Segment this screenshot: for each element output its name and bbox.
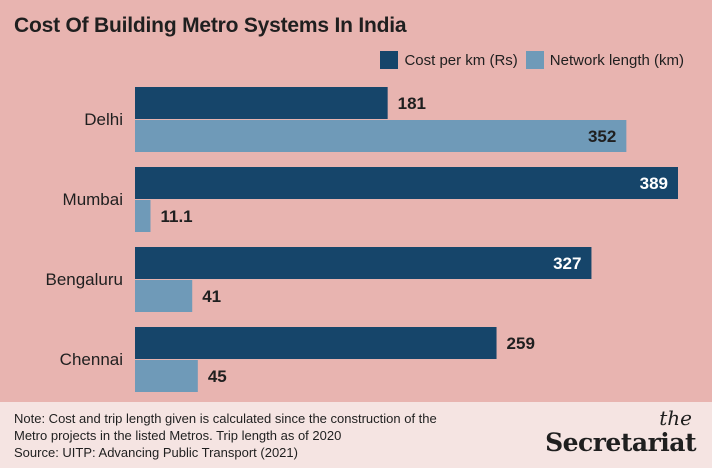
category-label-mumbai: Mumbai (63, 190, 123, 209)
footnote-line: Note: Cost and trip length given is calc… (14, 411, 437, 426)
bar-bengaluru-cost (135, 247, 592, 279)
bar-mumbai-network (135, 200, 151, 232)
data-label-bengaluru-cost: 327 (553, 254, 581, 273)
footnote: Note: Cost and trip length given is calc… (14, 410, 544, 461)
data-label-chennai-network: 45 (208, 367, 227, 386)
brand-logo-the: the (659, 406, 692, 430)
legend-swatch-cost (380, 51, 399, 69)
category-label-delhi: Delhi (84, 110, 123, 129)
bar-bengaluru-network (135, 280, 193, 312)
legend-item-network: Network length (km) (525, 51, 684, 69)
bar-delhi-cost (135, 87, 388, 119)
legend-item-cost: Cost per km (Rs) (380, 51, 518, 69)
bar-chennai-network (135, 360, 198, 392)
data-label-delhi-network: 352 (588, 127, 616, 146)
legend-label-network: Network length (km) (549, 51, 684, 69)
bar-chennai-cost (135, 327, 497, 359)
legend-label-cost: Cost per km (Rs) (404, 51, 518, 69)
data-label-mumbai-network: 11.1 (160, 207, 192, 226)
bar-chart: Delhi 181 352 Mumbai 389 11.1 Bengaluru 327 41 Ch… (45, 87, 678, 392)
category-label-bengaluru: Bengaluru (45, 270, 123, 289)
bar-mumbai-cost (135, 167, 678, 199)
data-label-mumbai-cost: 389 (640, 174, 668, 193)
brand-logo: the Secretariat (545, 408, 696, 458)
brand-logo-name: Secretariat (545, 428, 696, 457)
category-label-chennai: Chennai (60, 350, 123, 369)
footer: Note: Cost and trip length given is calc… (0, 402, 712, 468)
chart-title: Cost Of Building Metro Systems In India (14, 14, 407, 37)
bar-delhi-network (135, 120, 627, 152)
legend: Cost per km (Rs) Network length (km) (380, 51, 684, 69)
data-label-bengaluru-network: 41 (202, 287, 221, 306)
data-label-chennai-cost: 259 (507, 334, 535, 353)
legend-swatch-network (525, 51, 544, 69)
source-line: Source: UITP: Advancing Public Transport… (14, 445, 298, 460)
data-label-delhi-cost: 181 (398, 94, 426, 113)
footnote-line: Metro projects in the listed Metros. Tri… (14, 428, 342, 443)
